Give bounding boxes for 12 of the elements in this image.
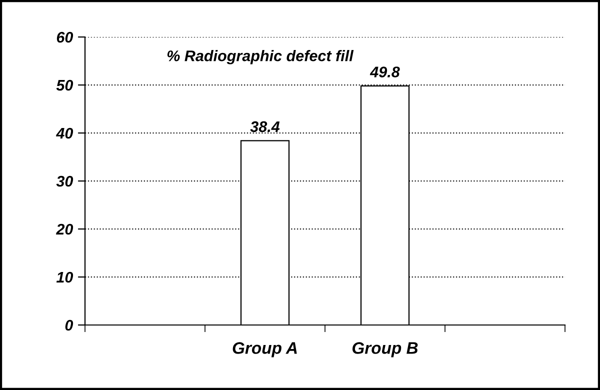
- y-tick-label: 50: [56, 80, 74, 91]
- x-tick-label: Group B: [352, 342, 418, 358]
- data-label: 38.4: [250, 121, 280, 132]
- x-tick-label: Group A: [232, 342, 297, 358]
- y-tick-label: 0: [65, 320, 74, 331]
- data-label: 49.8: [370, 66, 400, 78]
- y-tick-label: 40: [56, 128, 74, 139]
- y-tick-label: 20: [56, 224, 74, 235]
- text: % Radiographic defect fill: [167, 50, 354, 64]
- y-tick-label: 30: [56, 176, 74, 187]
- y-tick-label: 60: [56, 32, 74, 43]
- y-tick-label: 10: [56, 272, 74, 283]
